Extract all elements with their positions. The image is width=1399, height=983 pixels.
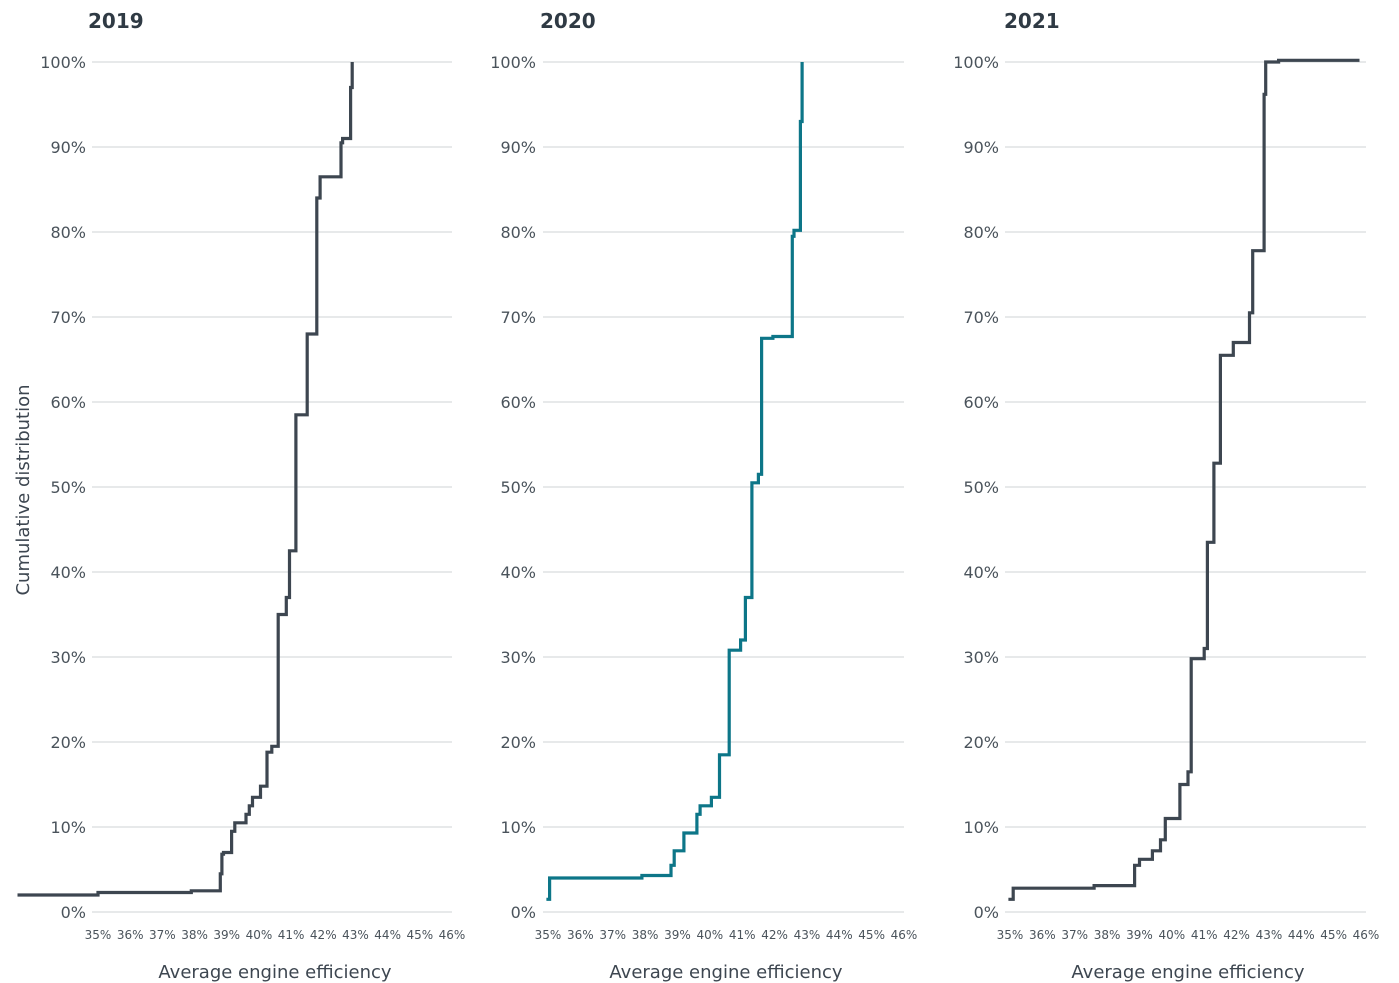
x-tick-label: 35%: [535, 928, 562, 942]
chart-panel-2021: 2021 0% 10% 20% 30% 40% 50% 60% 70% 80% 90% 100% 35%…: [953, 9, 1379, 983]
y-tick-label: 100%: [953, 53, 999, 72]
y-tick-label: 80%: [963, 223, 999, 242]
y-tick-label: 10%: [500, 818, 536, 837]
y-tick-label: 20%: [963, 733, 999, 752]
x-tick-label: 35%: [997, 928, 1024, 942]
y-tick-label: 100%: [490, 53, 536, 72]
x-tick-label: 42%: [310, 928, 337, 942]
x-axis-title: Average engine efficiency: [158, 962, 392, 983]
x-tick-label: 35%: [85, 928, 112, 942]
chart-panel-2020: 2020 0% 10% 20% 30% 40% 50% 60% 70% 80% 90% 100% 35%…: [490, 9, 917, 983]
y-tick-label: 60%: [50, 393, 86, 412]
x-tick-label: 44%: [826, 928, 853, 942]
y-tick-label: 60%: [500, 393, 536, 412]
x-tick-label: 45%: [858, 928, 885, 942]
x-tick-label: 40%: [696, 928, 723, 942]
y-tick-label: 70%: [50, 308, 86, 327]
y-tick-label: 50%: [50, 478, 86, 497]
y-tick-label: 0%: [61, 903, 86, 922]
y-tick-label: 90%: [500, 138, 536, 157]
x-tick-label: 39%: [213, 928, 240, 942]
x-tick-label: 41%: [278, 928, 305, 942]
y-tick-label: 90%: [963, 138, 999, 157]
y-tick-label: 20%: [500, 733, 536, 752]
x-tick-label: 36%: [117, 928, 144, 942]
panel-title: 2020: [540, 9, 596, 33]
y-tick-label: 40%: [50, 563, 86, 582]
x-tick-label: 37%: [149, 928, 176, 942]
series-line-2020: [546, 62, 804, 901]
series-line-2019: [17, 62, 354, 897]
y-tick-label: 10%: [963, 818, 999, 837]
y-tick-label: 100%: [40, 53, 86, 72]
y-tick-label: 20%: [50, 733, 86, 752]
y-tick-label: 40%: [500, 563, 536, 582]
y-tick-label: 30%: [50, 648, 86, 667]
y-tick-label: 50%: [500, 478, 536, 497]
x-axis-title: Average engine efficiency: [1071, 962, 1305, 983]
x-axis-title: Average engine efficiency: [609, 962, 843, 983]
y-tick-label: 80%: [500, 223, 536, 242]
x-tick-label: 45%: [1320, 928, 1347, 942]
y-tick-label: 70%: [500, 308, 536, 327]
x-tick-label: 42%: [1223, 928, 1250, 942]
x-tick-label: 41%: [729, 928, 756, 942]
y-axis-title: Cumulative distribution: [13, 384, 34, 595]
x-tick-label: 40%: [1158, 928, 1185, 942]
y-tick-label: 90%: [50, 138, 86, 157]
x-tick-label: 46%: [1353, 928, 1380, 942]
y-tick-label: 0%: [511, 903, 536, 922]
x-tick-label: 40%: [246, 928, 273, 942]
x-tick-label: 45%: [406, 928, 433, 942]
panel-title: 2021: [1004, 9, 1060, 33]
y-tick-label: 10%: [50, 818, 86, 837]
y-tick-label: 30%: [963, 648, 999, 667]
y-tick-label: 60%: [963, 393, 999, 412]
y-tick-label: 0%: [974, 903, 999, 922]
y-tick-label: 30%: [500, 648, 536, 667]
x-tick-label: 42%: [761, 928, 788, 942]
x-tick-label: 38%: [181, 928, 208, 942]
x-tick-label: 36%: [1029, 928, 1056, 942]
x-tick-label: 44%: [1288, 928, 1315, 942]
x-tick-label: 38%: [632, 928, 659, 942]
x-tick-label: 43%: [1256, 928, 1283, 942]
series-line-2021: [1008, 58, 1360, 901]
x-tick-label: 36%: [567, 928, 594, 942]
y-tick-label: 70%: [963, 308, 999, 327]
x-tick-label: 46%: [439, 928, 466, 942]
x-tick-label: 38%: [1094, 928, 1121, 942]
chart-panel-2019: 2019 0% 10% 20% 30% 40% 50% 60% 70% 80% 90% 100% 35%…: [17, 9, 466, 983]
x-tick-label: 46%: [891, 928, 918, 942]
x-tick-label: 39%: [664, 928, 691, 942]
x-tick-label: 39%: [1126, 928, 1153, 942]
x-tick-label: 37%: [1061, 928, 1088, 942]
y-tick-label: 50%: [963, 478, 999, 497]
x-tick-label: 41%: [1191, 928, 1218, 942]
panel-title: 2019: [88, 9, 144, 33]
x-tick-label: 43%: [342, 928, 369, 942]
y-tick-label: 80%: [50, 223, 86, 242]
x-tick-label: 44%: [374, 928, 401, 942]
x-tick-label: 37%: [599, 928, 626, 942]
y-tick-label: 40%: [963, 563, 999, 582]
x-tick-label: 43%: [794, 928, 821, 942]
